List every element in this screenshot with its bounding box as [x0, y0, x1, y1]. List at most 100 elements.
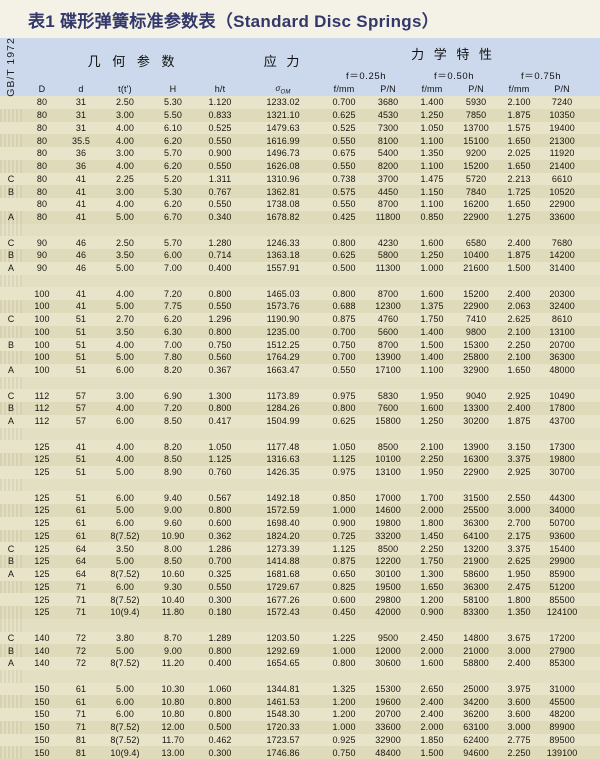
cell-weight: 0.367 [584, 504, 600, 517]
table-row[interactable]: B 100 51 4.00 7.00 0.750 1512.25 0.750 8700 1.500… [0, 338, 600, 351]
table-row[interactable]: 100 41 4.00 7.20 0.800 1465.03 0.800 8700 1.600 1… [0, 287, 600, 300]
spacer-cell [0, 618, 22, 632]
cell-deflection-3: 3.600 [498, 708, 541, 721]
cell-inner-diameter: 46 [62, 236, 100, 249]
table-row[interactable]: 80 35.5 4.00 6.20 0.550 1616.99 0.550 8100 1.100… [0, 134, 600, 147]
cell-stress: 1616.99 [244, 134, 323, 147]
table-row[interactable]: A 112 57 6.00 8.50 0.417 1504.99 0.625 15800 1.25… [0, 414, 600, 428]
table-row[interactable]: A 125 64 8(7.52) 10.60 0.325 1681.68 0.650 30100… [0, 567, 600, 581]
spacer-cell [196, 223, 245, 237]
table-row[interactable]: C 90 46 2.50 5.70 1.280 1246.33 0.800 4230 1.600 6… [0, 236, 600, 249]
table-row[interactable]: A 140 72 8(7.52) 11.20 0.400 1654.65 0.800 30600… [0, 657, 600, 670]
table-row[interactable]: 150 61 6.00 10.80 0.800 1461.53 1.200 19600 2.40… [0, 695, 600, 708]
disc-springs-table: GB/T 1972 几 何 参 数 应 力 力 学 特 性 重 量 f＝0.25… [0, 37, 600, 759]
table-row[interactable]: 80 36 3.00 5.70 0.900 1496.73 0.675 5400 1.350 92… [0, 147, 600, 160]
cell-series: A [0, 261, 22, 275]
table-row[interactable]: 150 61 5.00 10.30 1.060 1344.81 1.325 15300 2.65… [0, 682, 600, 696]
cell-inner-diameter: 31 [62, 96, 100, 109]
table-row[interactable]: C 140 72 3.80 8.70 1.289 1203.50 1.225 9500 2.450… [0, 631, 600, 645]
col-header-p2: P/N [454, 82, 499, 96]
cell-height: 9.40 [150, 491, 196, 504]
table-row[interactable]: 125 51 4.00 8.50 1.125 1316.63 1.125 10100 2.250… [0, 453, 600, 466]
table-row[interactable]: 80 31 3.00 5.50 0.833 1321.10 0.625 4530 1.250 78… [0, 108, 600, 122]
table-row[interactable]: 125 71 6.00 9.30 0.550 1729.67 0.825 19500 1.650… [0, 580, 600, 594]
cell-thickness: 3.00 [100, 108, 150, 122]
cell-stress: 1698.40 [244, 516, 323, 530]
table-row[interactable]: A 80 41 5.00 6.70 0.340 1678.82 0.425 11800 0.850… [0, 210, 600, 224]
cell-deflection-1: 0.550 [322, 363, 367, 377]
cell-stress: 1746.86 [244, 746, 323, 759]
table-row[interactable]: 80 31 4.00 6.10 0.525 1479.63 0.525 7300 1.050 13… [0, 121, 600, 135]
table-row[interactable]: C 80 41 2.25 5.20 1.311 1310.96 0.738 3700 1.475 5… [0, 172, 600, 186]
cell-load-1: 8500 [366, 440, 411, 453]
cell-deflection-1: 0.600 [322, 593, 367, 606]
cell-load-1: 8100 [366, 134, 411, 147]
table-row[interactable]: 150 71 6.00 10.80 0.800 1548.30 1.200 20700 2.40… [0, 708, 600, 721]
spacer-cell [22, 669, 62, 683]
table-row[interactable]: 150 81 10(9.4) 13.00 0.300 1746.86 0.750 48400 1… [0, 746, 600, 759]
cell-deflection-2: 1.400 [410, 351, 455, 364]
table-row[interactable]: 100 51 3.50 6.30 0.800 1235.00 0.700 5600 1.400 9… [0, 325, 600, 339]
table-row[interactable]: B 90 46 3.50 6.00 0.714 1363.18 0.625 5800 1.250 1… [0, 249, 600, 262]
table-row[interactable]: B 112 57 4.00 7.20 0.800 1284.26 0.800 7600 1.600… [0, 402, 600, 415]
table-row[interactable]: 125 51 5.00 8.90 0.760 1426.35 0.975 13100 1.950… [0, 465, 600, 479]
cell-height: 10.80 [150, 708, 196, 721]
cell-weight: 0.569 [584, 567, 600, 581]
table-row[interactable]: C 100 51 2.70 6.20 1.296 1190.90 0.875 4760 1.750… [0, 312, 600, 326]
table-row[interactable]: 80 36 4.00 6.20 0.550 1626.08 0.550 8200 1.100 15… [0, 159, 600, 173]
spacer-cell [100, 376, 150, 390]
cell-outer-diameter: 100 [22, 325, 62, 339]
cell-load-3: 33600 [540, 210, 585, 224]
cell-load-3: 85500 [540, 593, 585, 606]
cell-deflection-1: 0.875 [322, 312, 367, 326]
table-row[interactable]: 125 71 10(9.4) 11.80 0.180 1572.43 0.450 42000 0… [0, 606, 600, 619]
table-row[interactable]: 125 51 6.00 9.40 0.567 1492.18 0.850 17000 1.700… [0, 491, 600, 504]
cell-h-over-t: 0.362 [196, 529, 245, 543]
cell-stress: 1723.57 [244, 733, 323, 747]
table-row[interactable]: 125 41 4.00 8.20 1.050 1177.48 1.050 8500 2.100 1… [0, 440, 600, 453]
cell-weight: 0.123 [584, 312, 600, 326]
cell-height: 8.50 [150, 414, 196, 428]
table-row[interactable]: 150 71 8(7.52) 12.00 0.500 1720.33 1.000 33600 2… [0, 720, 600, 734]
cell-height: 7.75 [150, 300, 196, 313]
table-row[interactable]: C 125 64 3.50 8.00 1.286 1273.39 1.125 8500 2.250… [0, 542, 600, 555]
table-row[interactable]: B 125 64 5.00 8.50 0.700 1414.88 0.875 12200 1.75… [0, 555, 600, 568]
table-row[interactable]: 100 41 5.00 7.75 0.550 1573.76 0.688 12300 1.375… [0, 300, 600, 313]
cell-load-2: 22900 [454, 300, 499, 313]
cell-deflection-1: 0.425 [322, 210, 367, 224]
cell-h-over-t: 0.800 [196, 402, 245, 415]
table-row[interactable]: 80 31 2.50 5.30 1.120 1233.02 0.700 3680 1.400 59… [0, 96, 600, 109]
table-row[interactable]: 125 71 8(7.52) 10.40 0.300 1677.26 0.600 29800 1… [0, 593, 600, 606]
table-row[interactable]: 100 51 5.00 7.80 0.560 1764.29 0.700 13900 1.400… [0, 351, 600, 364]
spacer-cell [22, 618, 62, 632]
cell-series [0, 733, 22, 747]
table-row[interactable]: A 100 51 6.00 8.20 0.367 1663.47 0.550 17100 1.10… [0, 363, 600, 377]
cell-deflection-1: 1.200 [322, 695, 367, 708]
header-deflection-25: f＝0.25h [322, 68, 411, 82]
cell-load-1: 32900 [366, 733, 411, 747]
table-row[interactable]: 150 81 8(7.52) 11.70 0.462 1723.57 0.925 32900 1… [0, 733, 600, 747]
table-row[interactable]: 80 41 4.00 6.20 0.550 1738.08 0.550 8700 1.100 16… [0, 198, 600, 211]
table-row[interactable]: 125 61 6.00 9.60 0.600 1698.40 0.900 19800 1.800… [0, 516, 600, 530]
cell-inner-diameter: 64 [62, 542, 100, 555]
cell-inner-diameter: 41 [62, 198, 100, 211]
cell-outer-diameter: 150 [22, 708, 62, 721]
cell-load-1: 11300 [366, 261, 411, 275]
cell-load-3: 7240 [540, 96, 585, 109]
table-row[interactable]: C 112 57 3.00 6.90 1.300 1173.89 0.975 5830 1.950… [0, 389, 600, 402]
cell-load-1: 13100 [366, 465, 411, 479]
table-row[interactable]: 125 61 5.00 9.00 0.800 1572.59 1.000 14600 2.000… [0, 504, 600, 517]
cell-inner-diameter: 81 [62, 733, 100, 747]
cell-load-3: 43700 [540, 414, 585, 428]
cell-stress: 1173.89 [244, 389, 323, 402]
table-row[interactable]: 125 61 8(7.52) 10.90 0.362 1824.20 0.725 33200 1… [0, 529, 600, 543]
col-header-d: d [62, 82, 100, 96]
spacer-cell [244, 223, 323, 237]
cell-weight: 0.322 [584, 453, 600, 466]
cell-deflection-3: 2.925 [498, 389, 541, 402]
table-row[interactable]: A 90 46 5.00 7.00 0.400 1557.91 0.500 11300 1.000… [0, 261, 600, 275]
cell-thickness: 3.50 [100, 325, 150, 339]
cell-deflection-2: 1.350 [410, 147, 455, 160]
table-row[interactable]: B 140 72 5.00 9.00 0.800 1292.69 1.000 12000 2.00… [0, 644, 600, 657]
table-row[interactable]: B 80 41 3.00 5.30 0.767 1362.81 0.575 4450 1.150 7… [0, 185, 600, 198]
